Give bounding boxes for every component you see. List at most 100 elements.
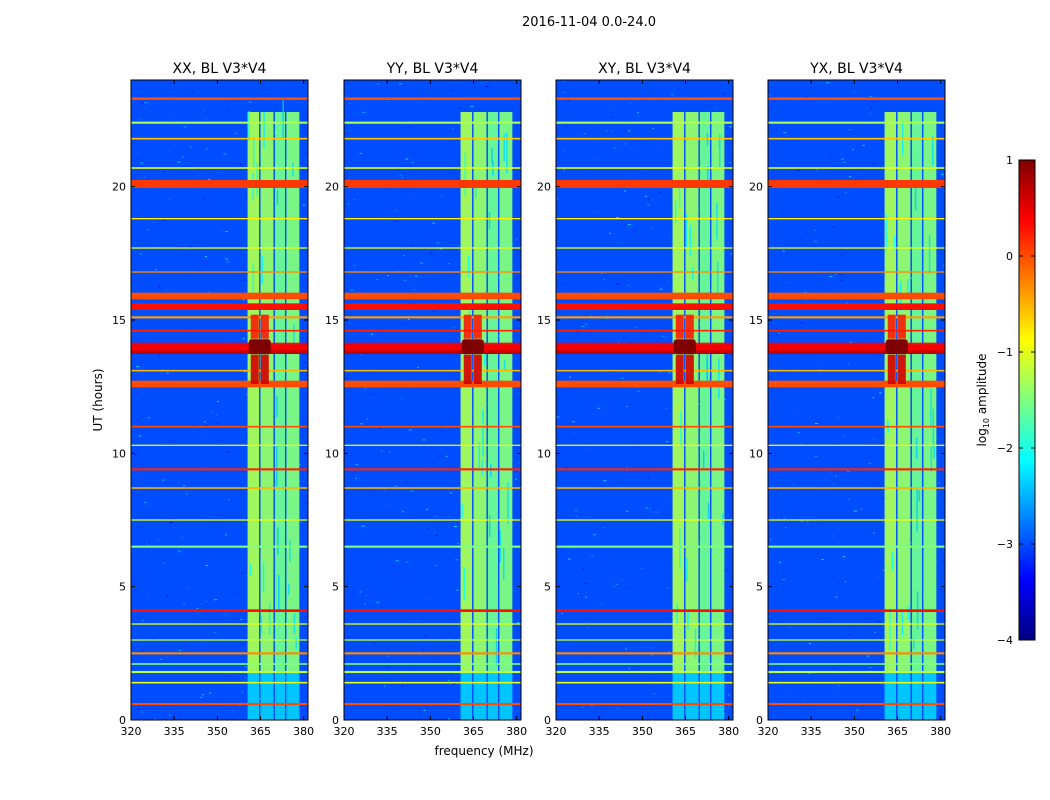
heatmap-noise xyxy=(228,498,230,500)
heatmap-noise xyxy=(433,233,436,235)
heatmap-noise xyxy=(829,157,833,159)
band-streak xyxy=(719,134,721,170)
heatmap-noise xyxy=(157,286,160,288)
heatmap-noise xyxy=(572,421,575,423)
heatmap-noise xyxy=(144,502,147,504)
heatmap-noise xyxy=(364,603,366,605)
rfi-line xyxy=(131,702,308,706)
heatmap-noise xyxy=(665,408,668,410)
rfi-line xyxy=(344,247,521,249)
heatmap-noise xyxy=(170,119,174,121)
heatmap-noise xyxy=(416,477,419,479)
band-low-mark xyxy=(274,672,285,720)
hotspot-tail xyxy=(897,314,906,339)
band-streak xyxy=(276,444,278,487)
heatmap-noise xyxy=(608,340,611,342)
heatmap-noise xyxy=(847,363,850,365)
heatmap-noise xyxy=(422,439,426,441)
heatmap-noise xyxy=(347,636,351,638)
heatmap-noise xyxy=(591,260,595,262)
rfi-line xyxy=(768,316,945,319)
heatmap-noise xyxy=(241,572,245,574)
heatmap-noise xyxy=(248,101,252,103)
heatmap-noise xyxy=(191,91,194,93)
heatmap-noise xyxy=(641,101,645,103)
heatmap-noise xyxy=(447,679,450,681)
rfi-line xyxy=(344,303,521,310)
rfi-line xyxy=(768,652,945,655)
heatmap-noise xyxy=(352,113,354,115)
heatmap-noise xyxy=(617,482,620,484)
heatmap-noise xyxy=(586,627,590,629)
heatmap-noise xyxy=(189,656,191,658)
heatmap-noise xyxy=(206,424,208,426)
rfi-line xyxy=(131,670,308,674)
heatmap-noise xyxy=(610,130,613,132)
heatmap-noise xyxy=(665,441,669,443)
heatmap-noise xyxy=(800,321,803,323)
hotspot-mark xyxy=(673,339,686,355)
band-low-mark xyxy=(699,672,710,720)
heatmap-noise xyxy=(671,94,674,96)
heatmap-noise xyxy=(593,534,596,536)
heatmap-noise xyxy=(832,535,834,537)
heatmap-noise xyxy=(408,197,411,199)
heatmap-noise xyxy=(243,638,246,640)
heatmap-noise xyxy=(486,248,489,250)
heatmap-noise xyxy=(412,667,414,669)
heatmap-noise xyxy=(880,273,883,275)
heatmap-noise xyxy=(415,620,418,622)
rfi-line xyxy=(131,271,308,273)
heatmap-noise xyxy=(391,584,395,586)
band-streak xyxy=(491,147,493,164)
heatmap-noise xyxy=(637,112,640,114)
heatmap-noise xyxy=(594,291,596,293)
heatmap-noise xyxy=(140,101,144,103)
heatmap-noise xyxy=(353,265,356,267)
rfi-line xyxy=(556,702,733,706)
heatmap-noise xyxy=(384,685,386,687)
heatmap-noise xyxy=(385,503,388,505)
heatmap-noise xyxy=(560,612,563,614)
heatmap-noise xyxy=(304,433,307,435)
hotspot-tail xyxy=(473,354,482,384)
heatmap-noise xyxy=(590,335,593,337)
heatmap-noise xyxy=(626,510,629,512)
heatmap-noise xyxy=(420,262,424,264)
heatmap-noise xyxy=(145,543,148,545)
heatmap-noise xyxy=(458,327,462,329)
heatmap-noise xyxy=(847,498,851,500)
hotspot-tail xyxy=(473,314,482,339)
heatmap-noise xyxy=(359,591,362,593)
heatmap-noise xyxy=(585,621,588,623)
rfi-line xyxy=(344,639,521,641)
heatmap-noise xyxy=(626,405,628,407)
heatmap-noise xyxy=(612,371,616,373)
band-streak xyxy=(674,199,677,223)
heatmap-noise xyxy=(567,558,571,560)
rfi-line xyxy=(131,218,308,220)
heatmap-noise xyxy=(698,323,701,325)
heatmap-noise xyxy=(297,102,300,104)
heatmap-noise xyxy=(217,172,220,174)
heatmap-noise xyxy=(439,248,443,250)
band-mark xyxy=(247,112,260,672)
burst-line xyxy=(768,342,945,351)
heatmap-noise xyxy=(457,107,461,109)
heatmap-noise xyxy=(417,149,419,151)
heatmap-noise xyxy=(234,221,236,223)
y-axis-label: UT (hours) xyxy=(91,368,105,431)
heatmap-noise xyxy=(361,111,365,113)
heatmap-noise xyxy=(871,438,874,440)
rfi-line xyxy=(556,609,733,612)
band-low-mark xyxy=(487,672,498,720)
heatmap-noise xyxy=(145,229,149,231)
y-tick-label: 0 xyxy=(756,714,763,727)
heatmap-noise xyxy=(401,177,404,179)
band-low-mark xyxy=(247,672,260,720)
heatmap-noise xyxy=(300,521,303,523)
heatmap-noise xyxy=(137,617,140,619)
rfi-line xyxy=(344,545,521,548)
rfi-line xyxy=(344,487,521,489)
heatmap-noise xyxy=(143,543,146,545)
